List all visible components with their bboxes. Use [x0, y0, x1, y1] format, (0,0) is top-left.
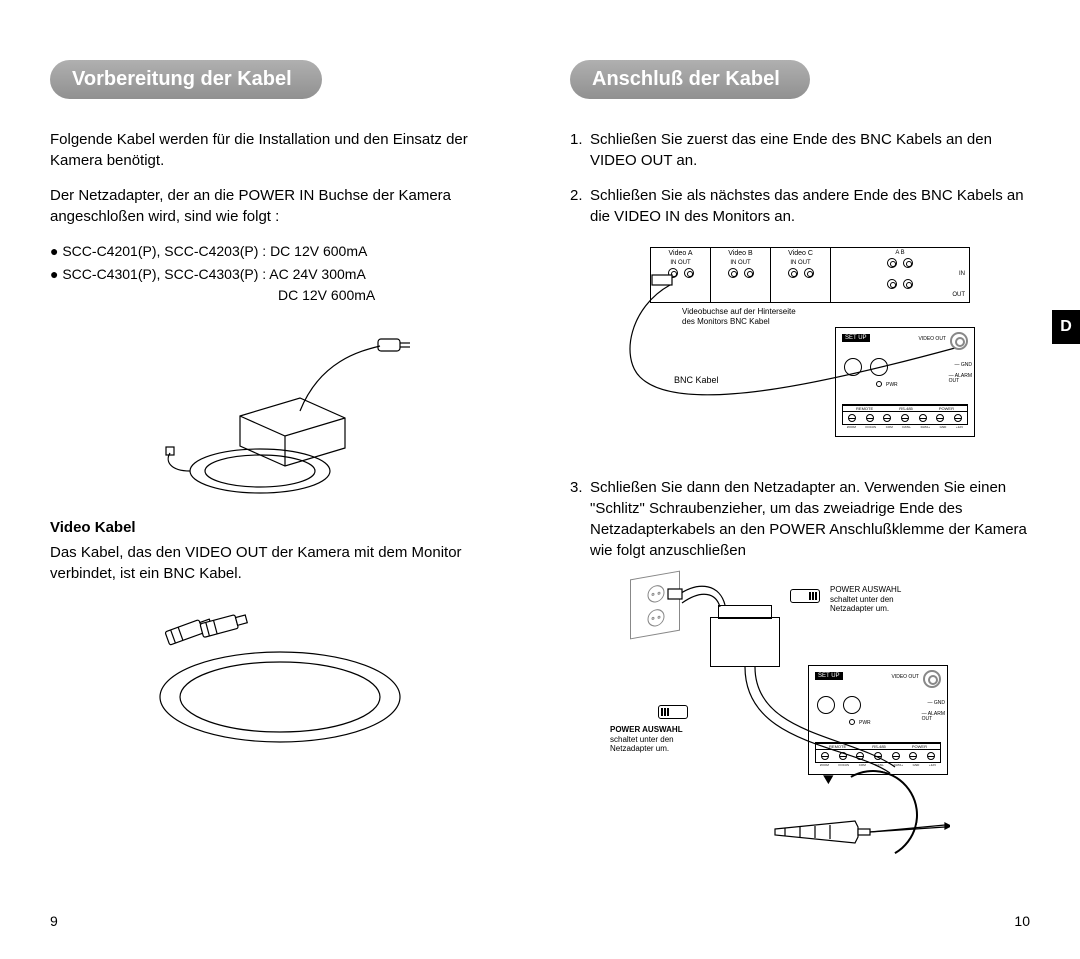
step-1: 1. Schließen Sie zuerst das eine Ende de… [570, 129, 1030, 171]
step-1-num: 1. [570, 129, 590, 171]
step-2-text: Schließen Sie als nächstes das andere En… [590, 185, 1030, 227]
video-out-label-2: VIDEO OUT [891, 674, 919, 680]
setup-button-label-2: SET UP [815, 672, 843, 680]
bullet-2-cont: DC 12V 600mA [50, 287, 510, 303]
video-out-jack-icon [950, 332, 968, 350]
step-1-text: Schließen Sie zuerst das eine Ende des B… [590, 129, 1030, 171]
switch2-caption: POWER AUSWAHL schaltet unter den Netzada… [610, 725, 683, 754]
bnc-cable-illustration [50, 602, 510, 762]
pwr-led-label-2: PWR [859, 720, 871, 726]
pwr-led-label: PWR [886, 382, 898, 388]
alarm-out-label: — ALARM OUT [949, 374, 972, 384]
step-3-num: 3. [570, 477, 590, 561]
screwdriver-icon [770, 815, 950, 855]
step-2: 2. Schließen Sie als nächstes das andere… [570, 185, 1030, 227]
para-intro: Folgende Kabel werden für die Installati… [50, 129, 510, 171]
bullet-1: ● SCC-C4201(P), SCC-C4203(P) : DC 12V 60… [50, 241, 510, 262]
alarm-out-label-2: — ALARM OUT [922, 712, 945, 722]
setup-button-label: SET UP [842, 334, 870, 342]
manual-spread: Vorbereitung der Kabel Folgende Kabel we… [0, 0, 1080, 959]
switch1-caption: POWER AUSWAHL schaltet unter den Netzada… [830, 585, 901, 614]
video-out-jack-icon-2 [923, 670, 941, 688]
page-right: Anschluß der Kabel 1. Schließen Sie zuer… [540, 60, 1050, 929]
power-select-switch-2 [658, 705, 688, 719]
camera-rear-panel-2: SET UP VIDEO OUT PWR — GND — ALARM OUT R… [808, 665, 948, 775]
heading-left: Vorbereitung der Kabel [50, 60, 322, 99]
bullet-2: ● SCC-C4301(P), SCC-C4303(P) : AC 24V 30… [50, 264, 510, 285]
subheading-video: Video Kabel [50, 519, 510, 536]
bnc-cable-label: BNC Kabel [674, 375, 719, 385]
adapter-illustration [50, 321, 510, 501]
language-tab: D [1052, 310, 1080, 344]
connection-diagram-1: Video A IN OUT Video B IN OUT Video C IN… [610, 247, 1030, 447]
step-3-text: Schließen Sie dann den Netzadapter an. V… [590, 477, 1030, 561]
page-number-right: 10 [1014, 913, 1030, 929]
heading-right: Anschluß der Kabel [570, 60, 810, 99]
connection-diagram-2: POWER AUSWAHL schaltet unter den Netzada… [590, 575, 1030, 875]
step-2-num: 2. [570, 185, 590, 227]
para-adapter: Der Netzadapter, der an die POWER IN Buc… [50, 185, 510, 227]
camera-rear-panel-1: SET UP VIDEO OUT PWR — GND — ALARM OUT R… [835, 327, 975, 437]
power-adapter-icon [710, 617, 780, 667]
terminal-block-2: REMOTE RS-485 POWER ZOOM FOCUS COM DATA-… [815, 742, 941, 770]
gnd-label-2: — GND [927, 700, 945, 706]
para-video: Das Kabel, das den VIDEO OUT der Kamera … [50, 542, 510, 584]
terminal-block: REMOTE RS-485 POWER ZOOM FOCUS COM DATA-… [842, 404, 968, 432]
step-3: 3. Schließen Sie dann den Netzadapter an… [570, 477, 1030, 561]
power-select-switch-1 [790, 589, 820, 603]
video-out-label: VIDEO OUT [918, 336, 946, 342]
gnd-label: — GND [954, 362, 972, 368]
page-left: Vorbereitung der Kabel Folgende Kabel we… [30, 60, 540, 929]
page-number-left: 9 [50, 913, 58, 929]
